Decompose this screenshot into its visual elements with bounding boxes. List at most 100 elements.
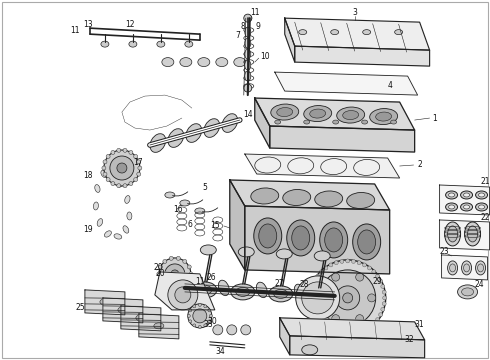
Text: 29: 29	[373, 278, 383, 287]
Ellipse shape	[158, 265, 162, 269]
Ellipse shape	[334, 331, 338, 335]
Ellipse shape	[171, 270, 179, 278]
Polygon shape	[294, 46, 430, 66]
Ellipse shape	[476, 203, 488, 211]
Ellipse shape	[464, 193, 469, 197]
Ellipse shape	[117, 184, 121, 188]
Ellipse shape	[198, 303, 201, 306]
Ellipse shape	[259, 224, 277, 248]
Ellipse shape	[118, 307, 128, 313]
Ellipse shape	[254, 218, 282, 254]
Ellipse shape	[332, 273, 340, 281]
Ellipse shape	[294, 284, 305, 300]
Ellipse shape	[157, 272, 161, 276]
Text: 2: 2	[417, 159, 422, 168]
Ellipse shape	[137, 172, 141, 176]
Ellipse shape	[204, 324, 207, 327]
Ellipse shape	[154, 323, 164, 329]
Ellipse shape	[302, 345, 318, 355]
Ellipse shape	[104, 150, 140, 186]
Text: 30: 30	[207, 318, 217, 327]
Ellipse shape	[467, 226, 478, 242]
Ellipse shape	[357, 261, 361, 265]
Text: 4: 4	[387, 81, 392, 90]
Text: 7: 7	[235, 31, 240, 40]
Ellipse shape	[222, 114, 238, 132]
Ellipse shape	[117, 163, 127, 173]
Ellipse shape	[376, 318, 380, 321]
Polygon shape	[285, 18, 294, 62]
Ellipse shape	[204, 305, 207, 308]
Text: 31: 31	[415, 320, 424, 329]
Ellipse shape	[382, 302, 386, 306]
Ellipse shape	[319, 270, 323, 274]
Polygon shape	[285, 18, 430, 50]
Ellipse shape	[106, 154, 110, 158]
Ellipse shape	[169, 256, 173, 260]
Ellipse shape	[129, 41, 137, 47]
Ellipse shape	[310, 260, 386, 336]
Polygon shape	[440, 185, 490, 215]
Ellipse shape	[464, 264, 469, 272]
Ellipse shape	[336, 286, 360, 310]
Ellipse shape	[123, 184, 127, 188]
Polygon shape	[441, 255, 488, 280]
Ellipse shape	[111, 181, 115, 186]
Ellipse shape	[137, 160, 141, 164]
Ellipse shape	[376, 274, 380, 278]
Ellipse shape	[245, 49, 251, 59]
Ellipse shape	[296, 276, 340, 320]
Ellipse shape	[464, 205, 469, 209]
Text: 6: 6	[187, 220, 192, 229]
Text: 10: 10	[260, 51, 270, 60]
Ellipse shape	[448, 205, 455, 209]
Text: 19: 19	[83, 225, 93, 234]
Ellipse shape	[299, 30, 307, 35]
Ellipse shape	[162, 58, 174, 67]
Text: 1: 1	[432, 113, 437, 122]
Ellipse shape	[183, 284, 187, 288]
Text: 17: 17	[133, 158, 143, 167]
Ellipse shape	[372, 270, 376, 274]
Ellipse shape	[180, 200, 190, 206]
Ellipse shape	[103, 160, 107, 164]
Ellipse shape	[129, 181, 133, 186]
Ellipse shape	[276, 249, 292, 259]
Text: 32: 32	[405, 336, 415, 345]
Ellipse shape	[187, 279, 191, 283]
Polygon shape	[270, 126, 415, 152]
Ellipse shape	[450, 264, 456, 272]
Ellipse shape	[198, 58, 210, 67]
Ellipse shape	[476, 191, 488, 199]
Ellipse shape	[104, 231, 111, 237]
Ellipse shape	[251, 188, 279, 204]
Text: 20: 20	[153, 264, 163, 273]
Ellipse shape	[391, 120, 396, 124]
Ellipse shape	[256, 282, 267, 298]
Ellipse shape	[236, 287, 250, 296]
Ellipse shape	[311, 284, 315, 288]
Text: 20: 20	[155, 269, 165, 278]
Ellipse shape	[245, 60, 251, 70]
Ellipse shape	[368, 326, 371, 330]
Ellipse shape	[358, 230, 376, 254]
Ellipse shape	[101, 41, 109, 47]
Text: 15: 15	[210, 221, 220, 230]
Ellipse shape	[444, 222, 461, 246]
Ellipse shape	[208, 320, 211, 323]
Ellipse shape	[185, 41, 193, 47]
Ellipse shape	[356, 315, 364, 323]
Text: 21: 21	[481, 177, 490, 186]
Text: 11: 11	[250, 8, 260, 17]
Text: 27: 27	[275, 279, 285, 288]
Ellipse shape	[200, 245, 216, 255]
Ellipse shape	[198, 285, 212, 294]
Ellipse shape	[109, 169, 115, 175]
Polygon shape	[280, 318, 290, 355]
Ellipse shape	[208, 309, 211, 312]
Polygon shape	[290, 336, 425, 358]
Ellipse shape	[271, 104, 299, 120]
Ellipse shape	[445, 203, 458, 211]
Ellipse shape	[347, 193, 375, 208]
Text: 24: 24	[475, 280, 485, 289]
